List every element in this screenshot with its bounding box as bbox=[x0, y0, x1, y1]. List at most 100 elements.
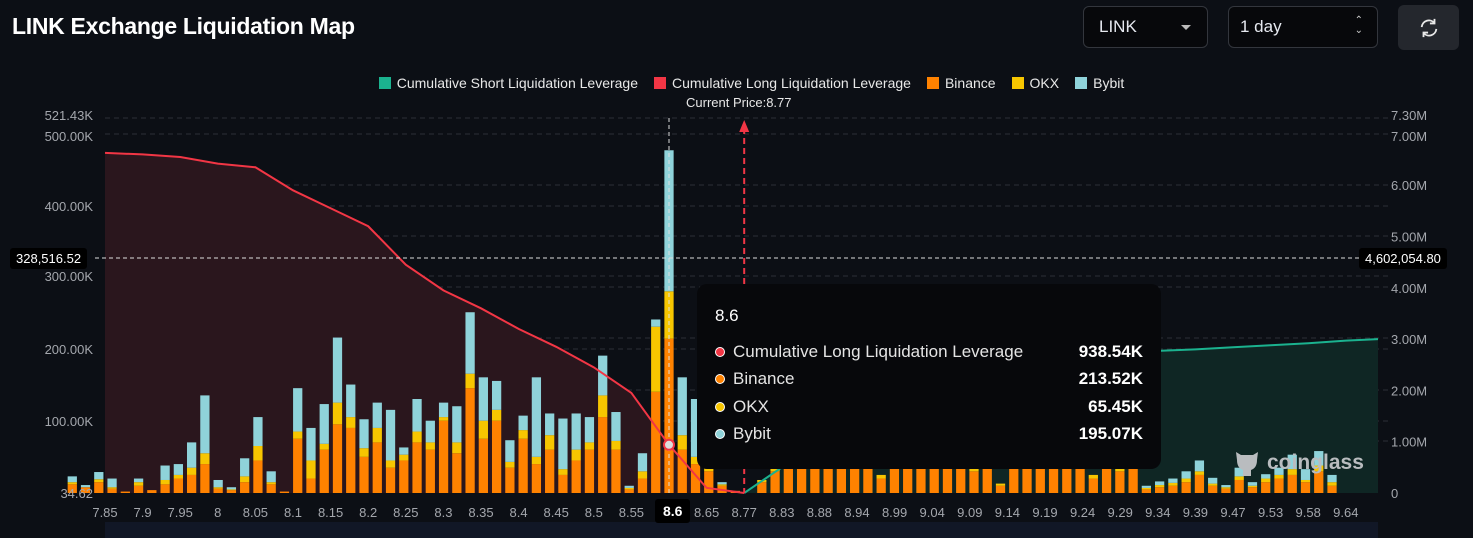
x-axis-tick: 8.35 bbox=[468, 505, 493, 520]
coin-select[interactable]: LINK bbox=[1083, 6, 1208, 48]
period-select[interactable]: 1 day ⌃ ⌄ bbox=[1228, 6, 1378, 48]
x-axis-tick: 8.45 bbox=[544, 505, 569, 520]
left-axis-tick: 100.00K bbox=[45, 414, 94, 429]
bar-bybit bbox=[425, 420, 435, 443]
bar-okx bbox=[995, 483, 1006, 486]
legend-item[interactable]: Cumulative Short Liquidation Leverage bbox=[378, 75, 638, 91]
bar-bybit bbox=[1141, 485, 1152, 488]
bar-okx bbox=[1208, 483, 1218, 486]
bar-okx bbox=[478, 420, 488, 439]
legend-item[interactable]: Bybit bbox=[1075, 75, 1124, 91]
coinglass-watermark: coinglass bbox=[1233, 448, 1364, 478]
watermark-text: coinglass bbox=[1267, 451, 1364, 474]
bar-okx bbox=[876, 474, 886, 479]
legend-label: Binance bbox=[944, 75, 996, 91]
x-axis-tick: 8.99 bbox=[882, 505, 907, 520]
bar-binance bbox=[545, 449, 555, 493]
bar-binance bbox=[1128, 456, 1138, 493]
tooltip-label: Bybit bbox=[733, 424, 771, 444]
x-axis-tick: 9.19 bbox=[1032, 505, 1057, 520]
bar-okx bbox=[558, 469, 568, 475]
bar-bybit bbox=[584, 417, 595, 443]
period-select-value: 1 day bbox=[1240, 17, 1282, 36]
bar-bybit bbox=[80, 485, 91, 488]
tooltip-value: 65.45K bbox=[1088, 396, 1143, 416]
bar-okx bbox=[584, 442, 595, 450]
legend-label: Cumulative Long Liquidation Leverage bbox=[672, 75, 911, 91]
x-axis-tick: 9.29 bbox=[1108, 505, 1133, 520]
x-axis-tick: 9.24 bbox=[1070, 505, 1095, 520]
bar-bybit bbox=[690, 399, 701, 457]
bar-okx bbox=[1194, 471, 1205, 475]
long-area-fill bbox=[105, 152, 745, 494]
bar-binance bbox=[624, 489, 634, 493]
bar-okx bbox=[969, 467, 979, 472]
bar-binance bbox=[770, 471, 780, 493]
series-dot-icon bbox=[715, 374, 725, 385]
bar-bybit bbox=[1314, 451, 1324, 466]
bar-binance bbox=[677, 449, 687, 493]
bar-binance bbox=[1261, 482, 1271, 493]
bar-bybit bbox=[359, 419, 369, 449]
bar-binance bbox=[571, 460, 581, 493]
bar-okx bbox=[1261, 478, 1271, 483]
bar-bybit bbox=[266, 471, 276, 483]
bar-binance bbox=[385, 467, 396, 493]
left-axis-tick: 521.43K bbox=[45, 108, 94, 123]
bar-okx bbox=[399, 454, 409, 461]
data-zoom-slider[interactable] bbox=[105, 522, 1378, 538]
legend-item[interactable]: Binance bbox=[926, 75, 996, 91]
bar-bybit bbox=[1194, 460, 1205, 472]
bar-bybit bbox=[226, 487, 237, 490]
bar-binance bbox=[995, 485, 1006, 493]
coin-select-value: LINK bbox=[1099, 17, 1137, 36]
bar-okx bbox=[412, 431, 422, 443]
legend-swatch bbox=[1075, 77, 1088, 89]
bar-binance bbox=[452, 453, 462, 493]
bar-okx bbox=[1168, 482, 1178, 486]
bar-bybit bbox=[200, 395, 210, 454]
right-axis-tick: 7.00M bbox=[1391, 129, 1427, 144]
bar-okx bbox=[67, 482, 77, 485]
refresh-button[interactable] bbox=[1398, 5, 1459, 50]
bar-binance bbox=[690, 464, 701, 493]
chart-legend: Cumulative Short Liquidation Leverage Cum… bbox=[0, 75, 1473, 91]
bar-okx bbox=[651, 326, 661, 392]
bar-okx bbox=[266, 482, 276, 485]
tooltip-title: 8.6 bbox=[715, 306, 739, 325]
bar-okx bbox=[359, 448, 369, 457]
bar-okx bbox=[319, 443, 329, 450]
x-axis-tick: 9.53 bbox=[1258, 505, 1283, 520]
x-axis-tick: 9.47 bbox=[1220, 505, 1245, 520]
bar-binance bbox=[478, 438, 488, 493]
bar-binance bbox=[1141, 489, 1152, 493]
bar-okx bbox=[611, 440, 621, 450]
legend-item[interactable]: Cumulative Long Liquidation Leverage bbox=[654, 75, 911, 91]
bar-binance bbox=[876, 478, 886, 493]
bar-binance bbox=[346, 427, 356, 493]
bar-okx bbox=[545, 435, 555, 450]
bar-bybit bbox=[1274, 467, 1284, 475]
bar-binance bbox=[916, 460, 926, 493]
x-axis-tick: 9.58 bbox=[1296, 505, 1321, 520]
bar-bybit bbox=[518, 415, 528, 431]
bar-bybit bbox=[438, 402, 449, 418]
bar-okx bbox=[346, 417, 356, 428]
legend-label: OKX bbox=[1029, 75, 1060, 91]
legend-item[interactable]: OKX bbox=[1011, 75, 1060, 91]
bar-okx bbox=[332, 402, 343, 425]
bar-bybit bbox=[531, 377, 542, 457]
bar-bybit bbox=[160, 465, 170, 480]
x-axis-tick: 8.77 bbox=[732, 505, 757, 520]
bar-binance bbox=[173, 478, 183, 493]
right-axis-tick: 6.00M bbox=[1391, 178, 1427, 193]
bar-binance bbox=[637, 478, 648, 493]
tooltip-value: 195.07K bbox=[1078, 424, 1143, 444]
x-axis-tick: 8.65 bbox=[694, 505, 719, 520]
bar-bybit bbox=[346, 384, 356, 418]
bar-okx bbox=[425, 442, 435, 450]
bar-okx bbox=[94, 479, 104, 483]
bar-binance bbox=[1274, 478, 1284, 493]
bar-binance bbox=[863, 456, 873, 493]
